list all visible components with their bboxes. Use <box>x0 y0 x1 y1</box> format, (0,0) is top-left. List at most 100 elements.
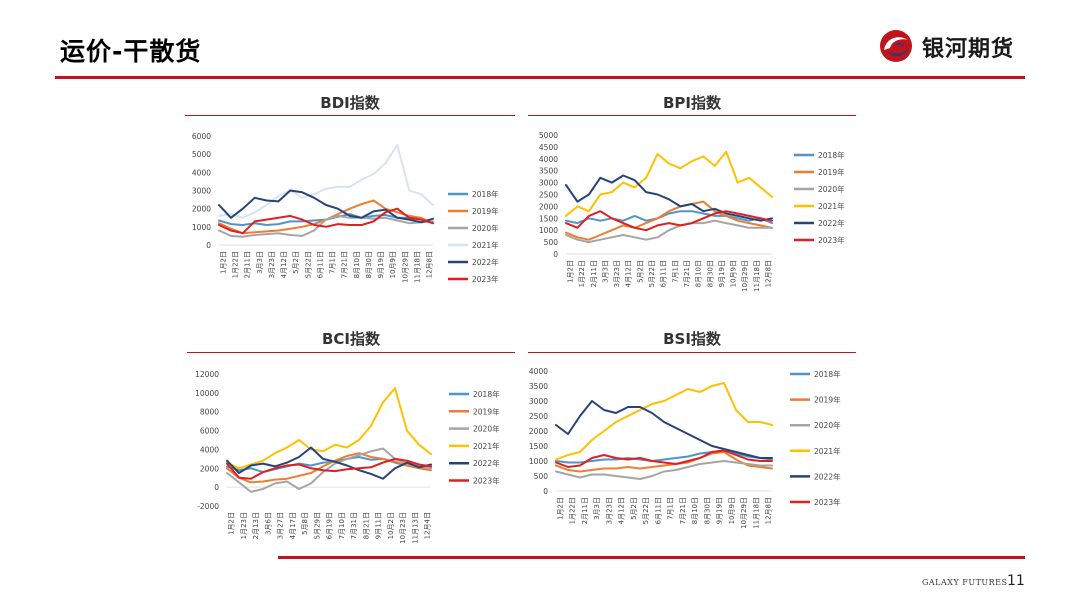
x-tick-label: 5月2日 <box>292 251 300 274</box>
x-tick-label: 4月17日 <box>289 512 297 539</box>
series-line-2023年 <box>226 457 432 480</box>
x-tick-label: 11月13日 <box>411 512 419 544</box>
y-tick-label: 3500 <box>529 382 548 391</box>
x-tick-label: 10月29日 <box>740 497 748 529</box>
legend-label: 2022年 <box>472 257 499 267</box>
x-tick-label: 9月19日 <box>718 260 726 287</box>
series-line-2021年 <box>226 387 432 470</box>
x-tick-label: 1月22日 <box>232 251 240 278</box>
x-tick-label: 10月9日 <box>730 260 738 287</box>
y-tick-label: 4000 <box>539 155 558 164</box>
x-tick-label: 12月8日 <box>765 260 773 287</box>
x-tick-label: 3月3日 <box>593 497 601 520</box>
y-tick-label: 1000 <box>529 457 548 466</box>
y-tick-label: 3000 <box>539 179 558 188</box>
chart-title: BCI指数 <box>321 330 381 348</box>
y-tick-label: 1500 <box>539 214 558 223</box>
y-tick-label: 3000 <box>529 397 548 406</box>
x-tick-label: 1月22日 <box>578 260 586 287</box>
y-tick-label: 5000 <box>192 150 211 159</box>
x-tick-label: 7月1日 <box>667 497 675 520</box>
x-tick-label: 9月19日 <box>716 497 724 524</box>
y-tick-label: 4500 <box>539 143 558 152</box>
x-tick-label: 8月10日 <box>691 497 699 524</box>
x-tick-label: 12月8日 <box>426 251 434 278</box>
x-tick-label: 10月29日 <box>401 251 409 283</box>
legend-label: 2021年 <box>818 201 845 211</box>
bsi-panel: BSI指数 0 500 1000 1500 2000 2500 3000 3500 4000 1月… <box>528 328 856 550</box>
x-tick-label: 5月8日 <box>301 512 309 535</box>
x-tick-label: 5月2日 <box>630 497 638 520</box>
legend-label: 2023年 <box>814 497 841 507</box>
x-tick-label: 7月31日 <box>350 512 358 539</box>
legend-label: 2019年 <box>473 406 500 416</box>
series-line-2019年 <box>555 451 773 473</box>
legend-label: 2022年 <box>473 458 500 468</box>
legend-label: 2020年 <box>473 424 500 434</box>
y-tick-label: 500 <box>544 238 559 247</box>
header-rule <box>55 76 1025 79</box>
series-line-2021年 <box>565 150 773 217</box>
x-tick-label: 2月11日 <box>590 260 598 287</box>
x-tick-label: 1月2日 <box>220 251 228 274</box>
x-tick-label: 10月23日 <box>399 512 407 544</box>
y-tick-label: 0 <box>214 483 219 492</box>
legend-label: 2020年 <box>814 420 841 430</box>
x-tick-label: 6月19日 <box>326 512 334 539</box>
chart-title-rule <box>528 115 856 116</box>
x-tick-label: 3月23日 <box>605 497 613 524</box>
x-tick-label: 10月29日 <box>741 260 749 292</box>
page-title: 运价-干散货 <box>60 37 202 66</box>
legend-label: 2020年 <box>472 223 499 233</box>
chart-title-rule <box>187 352 515 353</box>
bpi-chart: 0 500 1000 1500 2000 2500 3000 3500 4000 4500 5000… <box>539 131 845 292</box>
legend-label: 2021年 <box>473 441 500 451</box>
chart-title: BSI指数 <box>663 330 721 348</box>
x-tick-label: 3月3日 <box>601 260 609 283</box>
series-line-2022年 <box>565 174 773 222</box>
x-tick-label: 6月11日 <box>316 251 324 278</box>
y-tick-label: 8000 <box>200 408 219 417</box>
y-tick-label: 5000 <box>539 131 558 140</box>
y-tick-label: 1000 <box>192 223 211 232</box>
chart-title-rule <box>185 115 515 116</box>
x-tick-label: 7月21日 <box>679 497 687 524</box>
x-tick-label: 9月11日 <box>375 512 383 539</box>
x-tick-label: 5月22日 <box>642 497 650 524</box>
x-tick-label: 3月23日 <box>613 260 621 287</box>
x-tick-label: 10月2日 <box>387 512 395 539</box>
series-line-2020年 <box>218 214 434 238</box>
x-tick-label: 8月30日 <box>703 497 711 524</box>
y-tick-label: 3000 <box>192 187 211 196</box>
x-tick-label: 2月13日 <box>252 512 260 539</box>
series-line-2023年 <box>565 210 773 232</box>
chart-title: BPI指数 <box>662 94 721 112</box>
footer-rule <box>278 556 1025 559</box>
legend-label: 2018年 <box>473 389 500 399</box>
x-tick-label: 4月12日 <box>280 251 288 278</box>
bsi-chart: 0 500 1000 1500 2000 2500 3000 3500 4000 1月2日 1月22… <box>529 367 841 529</box>
legend-label: 2022年 <box>818 218 845 228</box>
series-line-2020年 <box>565 219 773 244</box>
x-tick-label: 10月9日 <box>728 497 736 524</box>
chart-title: BDI指数 <box>320 94 380 112</box>
x-tick-label: 3月3日 <box>256 251 264 274</box>
x-tick-label: 1月2日 <box>567 260 575 283</box>
legend-label: 2019年 <box>814 395 841 405</box>
y-tick-label: 2000 <box>192 205 211 214</box>
footer-brand: GALAXY FUTURES <box>922 578 1008 587</box>
chart-title-rule <box>528 352 856 353</box>
y-tick-label: 4000 <box>192 168 211 177</box>
y-tick-label: 3500 <box>539 167 558 176</box>
x-tick-label: 7月10日 <box>338 512 346 539</box>
y-tick-label: 12000 <box>195 370 219 379</box>
x-tick-label: 8月30日 <box>365 251 373 278</box>
x-tick-label: 6月11日 <box>660 260 668 287</box>
x-tick-label: 7月1日 <box>671 260 679 283</box>
y-tick-label: 4000 <box>529 367 548 376</box>
x-tick-label: 7月21日 <box>683 260 691 287</box>
y-tick-label: 500 <box>534 472 549 481</box>
brand-name: 银河期货 <box>922 37 1015 62</box>
bdi-panel: BDI指数 0 1000 2000 3000 4000 5000 6000 1月2日 1月22日… <box>185 92 515 292</box>
bci-chart: -2000 0 2000 4000 6000 8000 10000 12000 1月2日 1月23… <box>195 370 500 544</box>
